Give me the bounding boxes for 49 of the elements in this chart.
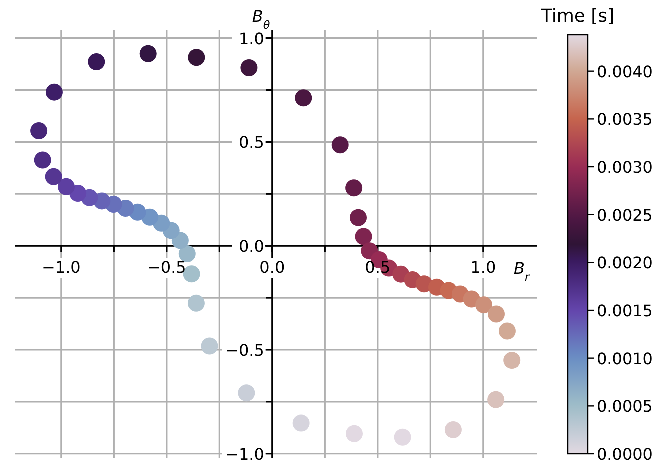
color-bar-label: 0.0040 — [597, 62, 653, 82]
point — [504, 352, 521, 370]
color-bar-label: 0.0000 — [597, 445, 653, 464]
point — [201, 338, 218, 355]
color-bar-label: 0.0035 — [597, 110, 653, 130]
x-tick-label: 0.0 — [260, 258, 286, 278]
point — [140, 45, 157, 62]
point — [355, 228, 372, 246]
point — [183, 266, 200, 283]
color-bar-label: 0.0020 — [597, 254, 653, 273]
y-tick-label: 1.0 — [238, 29, 264, 48]
point — [332, 136, 349, 154]
color-bar-label: 0.0030 — [597, 158, 653, 178]
point — [488, 391, 505, 408]
point — [292, 414, 310, 432]
point — [238, 384, 256, 402]
color-bar-label: 0.0015 — [597, 302, 653, 321]
point — [30, 122, 48, 140]
y-tick-label: −0.5 — [226, 340, 264, 360]
y-tick-label: −1.0 — [226, 444, 264, 464]
x-axis-title: B$_{r}$ — [514, 259, 531, 284]
color-bar-label: 0.0010 — [597, 349, 653, 368]
point — [45, 168, 62, 186]
x-tick-label: 1.0 — [470, 258, 496, 278]
point — [346, 425, 363, 442]
point — [58, 178, 75, 196]
point — [346, 180, 363, 197]
point — [240, 60, 258, 77]
point — [488, 306, 505, 323]
y-tick-label: 0.5 — [238, 133, 264, 152]
point — [34, 152, 52, 169]
point — [295, 90, 312, 107]
point — [498, 322, 516, 340]
point — [88, 53, 106, 70]
y-tick-label: 0.0 — [238, 237, 264, 256]
y-axis-title: B$_{θ}$ — [252, 7, 270, 32]
point — [46, 84, 63, 101]
x-tick-label: −0.5 — [147, 258, 186, 278]
point — [350, 209, 367, 226]
point — [178, 245, 196, 262]
point — [476, 296, 493, 314]
point — [394, 428, 412, 446]
point — [444, 421, 462, 438]
point — [188, 49, 206, 66]
color-bar-title: Time [s] — [540, 6, 615, 27]
color-bar-label: 0.0025 — [597, 206, 653, 225]
x-tick-label: −1.0 — [42, 258, 81, 278]
color-bar-label: 0.0005 — [597, 397, 653, 416]
point — [188, 294, 205, 312]
